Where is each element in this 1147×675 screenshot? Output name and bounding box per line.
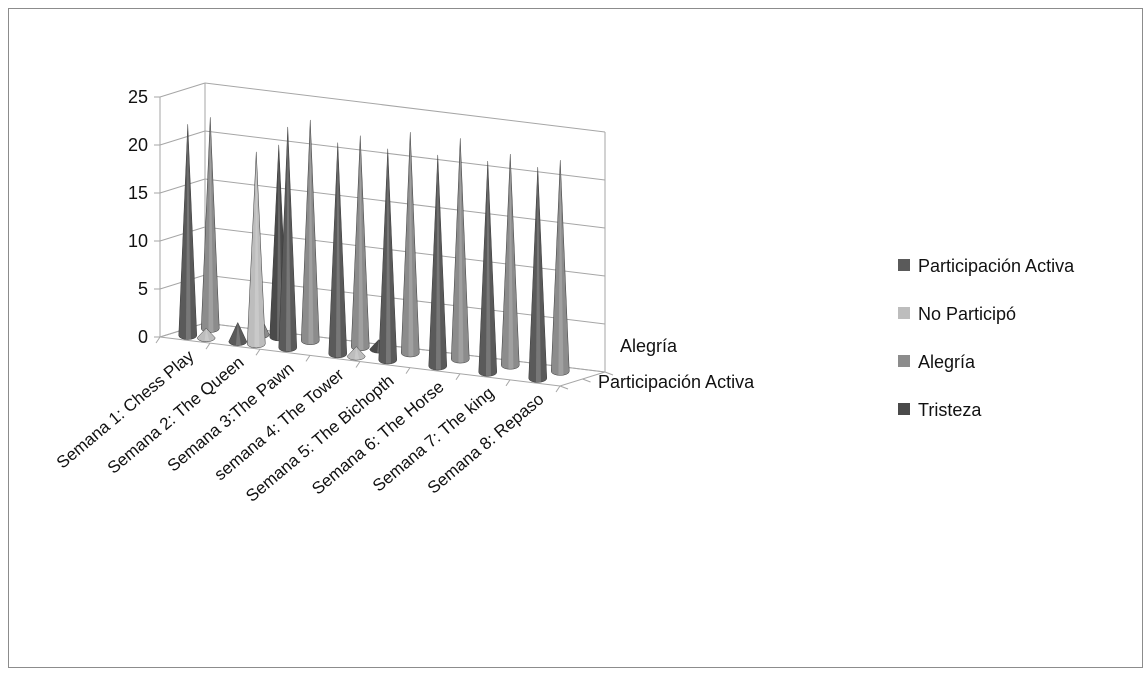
x-tick-mark: [355, 361, 361, 368]
cone: [528, 167, 548, 383]
depth-label: Participación Activa: [598, 372, 755, 392]
cone: [178, 124, 198, 340]
cone-highlight: [385, 148, 391, 364]
cone-body: [300, 119, 320, 346]
cone: [246, 151, 266, 349]
cone-highlight: [435, 154, 441, 370]
cone: [328, 142, 348, 359]
cone-body: [278, 126, 298, 353]
cone: [550, 160, 570, 376]
back-gridline: [204, 82, 606, 133]
legend-swatch: [898, 355, 910, 367]
side-gridline: [159, 130, 206, 146]
depth-tick: [582, 378, 591, 383]
y-tick-label: 25: [128, 87, 148, 107]
cone: [428, 154, 448, 371]
cone-body: [200, 117, 220, 333]
x-tick-mark: [155, 336, 161, 344]
cone: [400, 132, 420, 358]
x-tick-mark: [555, 385, 561, 393]
cone: [378, 148, 398, 365]
cone-body: [350, 135, 370, 352]
side-gridline: [159, 178, 206, 194]
cone: [200, 117, 220, 333]
cone-highlight: [408, 132, 414, 357]
legend-swatch: [898, 403, 910, 415]
legend: Participación Activa No Participó Alegría T…: [898, 256, 1075, 420]
cone: [196, 327, 216, 343]
y-tick-label: 10: [128, 231, 148, 251]
side-gridline: [159, 226, 206, 242]
x-tick-mark: [405, 367, 411, 374]
depth-tick: [604, 371, 614, 376]
x-tick-mark: [205, 342, 211, 350]
x-tick-mark: [255, 348, 261, 356]
back-gridline: [204, 130, 606, 181]
y-axis-ticks: 0 5 10 15 20 25: [128, 87, 160, 347]
cone-highlight: [276, 144, 282, 341]
cone-highlight: [208, 117, 214, 333]
y-tick-label: 0: [138, 327, 148, 347]
cone-highlight: [285, 126, 291, 352]
x-tick-mark: [455, 373, 461, 381]
cone-body: [378, 148, 398, 365]
cone-highlight: [235, 322, 241, 346]
cone-body: [550, 160, 570, 376]
x-tick-mark: [305, 355, 311, 362]
cone-highlight: [185, 124, 191, 340]
chart-frame: [8, 8, 1143, 668]
legend-swatch: [898, 307, 910, 319]
legend-label: Participación Activa: [918, 256, 1075, 276]
cone: [228, 321, 248, 346]
cone-highlight: [558, 160, 564, 375]
cone: [300, 119, 320, 346]
cone-highlight: [535, 167, 541, 382]
cone-body: [450, 138, 470, 364]
cone-highlight: [485, 161, 491, 376]
cone-highlight: [204, 328, 210, 342]
cone-body: [400, 132, 420, 358]
cone-body: [246, 151, 266, 349]
y-tick-label: 20: [128, 135, 148, 155]
legend-label: Alegría: [918, 352, 976, 372]
depth-tick: [559, 385, 569, 390]
cone: [350, 135, 370, 352]
cone-body: [196, 327, 216, 343]
cone-body: [178, 124, 198, 340]
cone-highlight: [508, 154, 514, 369]
legend-label: No Participó: [918, 304, 1016, 324]
cone-body: [328, 142, 348, 359]
cone-highlight: [458, 138, 464, 363]
y-tick-label: 15: [128, 183, 148, 203]
cone-body: [528, 167, 548, 383]
cone: [478, 161, 498, 377]
cone-highlight: [354, 346, 360, 360]
cone-highlight: [308, 119, 314, 345]
side-gridline: [159, 82, 206, 98]
back-gridline: [204, 178, 606, 229]
legend-swatch: [898, 259, 910, 271]
cones-layer: [178, 117, 570, 383]
legend-label: Tristeza: [918, 400, 982, 420]
cone: [278, 126, 298, 353]
y-tick-label: 5: [138, 279, 148, 299]
cone-body: [346, 346, 366, 361]
cone: [450, 138, 470, 364]
x-tick-mark: [505, 379, 511, 387]
depth-label: Alegría: [620, 336, 678, 356]
cone-body: [228, 321, 248, 346]
cone: [500, 154, 520, 370]
cone-body: [500, 154, 520, 370]
cone: [346, 346, 366, 361]
cone-highlight: [358, 135, 364, 351]
cone-body: [428, 154, 448, 371]
depth-labels: Participación Activa Alegría: [559, 336, 755, 392]
cone-highlight: [335, 142, 341, 358]
cone-body: [478, 161, 498, 377]
cone-highlight: [254, 151, 260, 348]
